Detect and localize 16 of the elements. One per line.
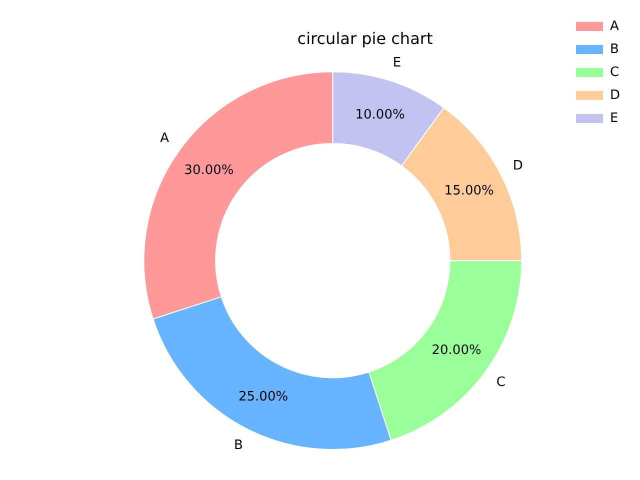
legend-label: D (610, 88, 620, 103)
slice-label: D (512, 158, 523, 174)
slice-label: A (160, 130, 170, 146)
text: circular pie chart (297, 28, 433, 48)
legend-label: C (610, 64, 620, 80)
data-label: 20.00% (432, 342, 482, 358)
slice-label: C (496, 375, 506, 390)
data-label: 15.00% (444, 184, 494, 199)
slice-label: E (392, 55, 402, 70)
data-label: 25.00% (238, 389, 288, 404)
data-label: 10.00% (355, 107, 405, 122)
slice-label: B (234, 438, 243, 454)
legend-label: B (610, 42, 619, 57)
legend-label: E (610, 110, 618, 126)
data-label: 30.00% (184, 163, 234, 178)
legend-label: A (610, 18, 619, 34)
